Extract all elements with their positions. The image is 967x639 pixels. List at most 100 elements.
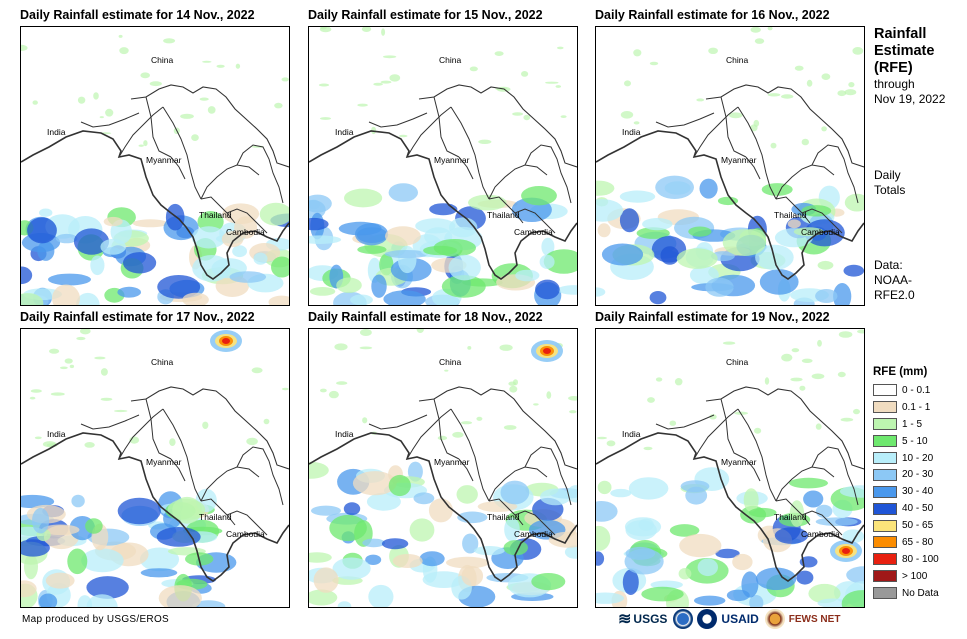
panel-title: Daily Rainfall estimate for 17 Nov., 202…	[20, 310, 255, 324]
border-line	[488, 466, 548, 502]
legend-item: > 100	[873, 568, 939, 585]
fewsnet-globe-icon	[764, 609, 785, 629]
legend-label: 20 - 30	[902, 469, 934, 481]
border-line	[236, 144, 284, 204]
legend-label: > 100	[902, 570, 928, 582]
place-label-cambodia: Cambodia	[226, 227, 265, 237]
border-line	[811, 144, 859, 204]
border-line	[737, 106, 777, 200]
rainfall-map: China India Myanmar Thailand Cambodia	[308, 328, 578, 608]
border-line	[801, 510, 843, 536]
place-label-india: India	[335, 429, 354, 439]
border-line	[118, 106, 164, 158]
place-label-thailand: Thailand	[774, 512, 807, 522]
border-line	[488, 196, 524, 224]
place-label-china: China	[151, 55, 174, 65]
legend-title: RFE (mm)	[873, 366, 928, 378]
border-line	[720, 398, 747, 460]
border-line	[200, 498, 236, 526]
border-line	[514, 510, 556, 536]
border-line	[200, 164, 260, 200]
place-label-cambodia: Cambodia	[801, 227, 840, 237]
border-line	[226, 510, 268, 536]
place-label-thailand: Thailand	[199, 512, 232, 522]
legend-item: 80 - 100	[873, 551, 939, 568]
legend-item: 30 - 40	[873, 483, 939, 500]
panel-title: Daily Rainfall estimate for 19 Nov., 202…	[595, 310, 830, 324]
border-line	[433, 96, 460, 158]
place-label-india: India	[47, 127, 66, 137]
legend-item: No Data	[873, 585, 939, 602]
map-graphic	[309, 27, 577, 305]
border-line	[145, 96, 172, 158]
border-line	[488, 164, 548, 200]
border-line	[524, 144, 572, 204]
place-label-myanmar: Myanmar	[434, 457, 470, 467]
rainfall-map: China India Myanmar Thailand Cambodia	[595, 328, 865, 608]
place-label-myanmar: Myanmar	[146, 155, 182, 165]
border-line	[693, 408, 739, 460]
place-label-myanmar: Myanmar	[721, 155, 757, 165]
border-line	[705, 386, 864, 470]
agency-logos: ≋ USGS USAID FEWS NET	[618, 606, 846, 632]
coastline	[596, 432, 864, 582]
border-line	[80, 112, 140, 128]
rainfall-map: China India Myanmar Thailand Cambodia	[308, 26, 578, 306]
credit-text: Map produced by USGS/EROS	[22, 614, 170, 625]
legend-swatch	[873, 452, 897, 464]
rfe-title-line2: Estimate	[874, 43, 935, 59]
legend-swatch	[873, 536, 897, 549]
data-line3: RFE2.0	[874, 288, 915, 302]
border-line	[775, 498, 811, 526]
legend-item: 20 - 30	[873, 466, 939, 483]
border-line	[226, 208, 268, 234]
place-label-cambodia: Cambodia	[514, 529, 553, 539]
totals-line1: Daily	[874, 168, 901, 182]
legend-swatch	[873, 468, 897, 481]
place-label-myanmar: Myanmar	[721, 457, 757, 467]
legend-label: 0 - 0.1	[902, 384, 931, 396]
place-label-thailand: Thailand	[774, 210, 807, 220]
border-line	[705, 84, 864, 168]
usaid-logo: USAID	[697, 609, 759, 629]
coastline	[309, 432, 577, 582]
place-label-china: China	[439, 55, 462, 65]
place-label-thailand: Thailand	[199, 210, 232, 220]
border-line	[775, 164, 835, 200]
legend-item: 1 - 5	[873, 416, 939, 433]
place-label-cambodia: Cambodia	[226, 529, 265, 539]
legend-label: 40 - 50	[902, 503, 934, 515]
map-graphic	[596, 329, 864, 607]
usgs-wave-icon: ≋	[618, 611, 632, 628]
border-line	[170, 156, 186, 180]
border-line	[406, 106, 452, 158]
coastline	[21, 130, 289, 280]
border-line	[406, 408, 452, 460]
border-line	[737, 408, 777, 502]
legend-swatch	[873, 384, 897, 397]
rain-field	[309, 27, 577, 305]
place-label-myanmar: Myanmar	[434, 155, 470, 165]
through-date: Nov 19, 2022	[874, 92, 946, 106]
legend-item: 40 - 50	[873, 500, 939, 517]
map-graphic	[309, 329, 577, 607]
data-line2: NOAA-	[874, 273, 913, 287]
legend-swatch	[873, 502, 897, 515]
legend-label: No Data	[902, 587, 939, 599]
border-line	[655, 414, 715, 430]
place-label-india: India	[47, 429, 66, 439]
rain-field	[596, 27, 864, 305]
border-line	[458, 156, 474, 180]
border-line	[801, 208, 843, 234]
legend-swatch	[873, 587, 897, 600]
legend-label: 1 - 5	[902, 418, 923, 430]
border-line	[450, 408, 490, 502]
border-line	[170, 458, 186, 482]
border-line	[524, 446, 572, 506]
legend-swatch	[873, 519, 897, 532]
border-line	[655, 112, 715, 128]
data-source: Data: NOAA- RFE2.0	[874, 258, 915, 303]
rfe-legend: RFE (mm) 0 - 0.1 0.1 - 1 1 - 5 5 - 10 10…	[873, 366, 939, 602]
totals-note: Daily Totals	[874, 168, 905, 198]
place-label-china: China	[726, 55, 749, 65]
